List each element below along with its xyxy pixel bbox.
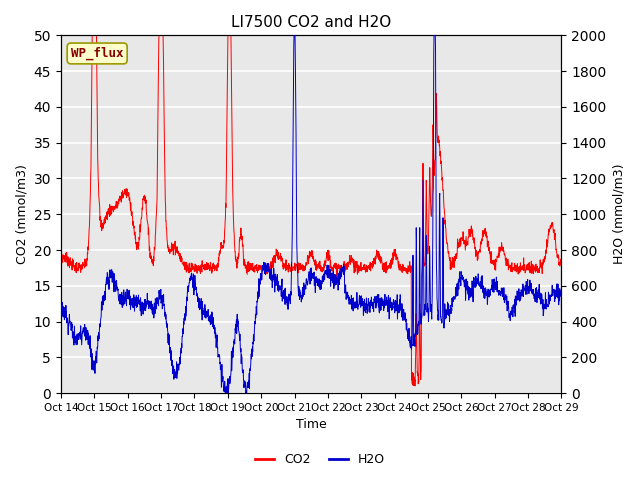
- Y-axis label: CO2 (mmol/m3): CO2 (mmol/m3): [15, 164, 28, 264]
- Title: LI7500 CO2 and H2O: LI7500 CO2 and H2O: [231, 15, 391, 30]
- Text: WP_flux: WP_flux: [71, 47, 124, 60]
- Y-axis label: H2O (mmol/m3): H2O (mmol/m3): [612, 164, 625, 264]
- X-axis label: Time: Time: [296, 419, 326, 432]
- Legend: CO2, H2O: CO2, H2O: [250, 448, 390, 471]
